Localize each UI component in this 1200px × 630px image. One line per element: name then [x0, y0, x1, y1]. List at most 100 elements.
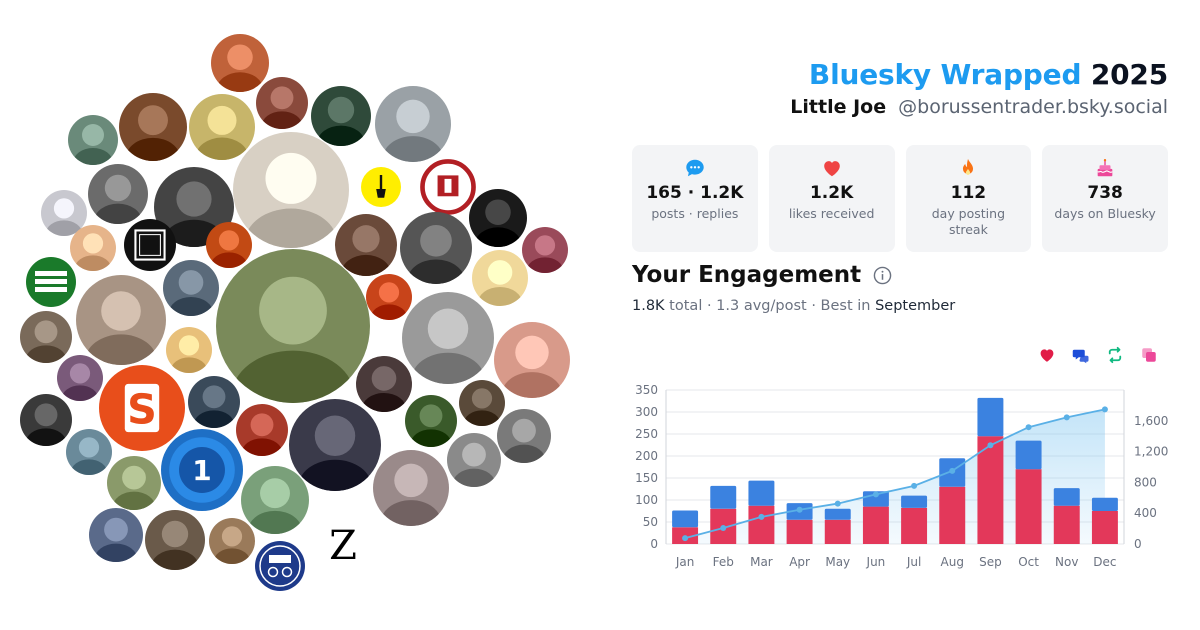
avatar-politician[interactable]: [289, 399, 381, 491]
avatar-suit-tie[interactable]: [469, 189, 527, 247]
avatar-man-curly[interactable]: [459, 380, 505, 426]
avatar-pinup[interactable]: [119, 93, 187, 161]
y-tick-label: 350: [635, 383, 658, 397]
avatar-bun-hair[interactable]: [76, 275, 166, 365]
bar-segment: [824, 519, 851, 544]
y-tick-label: 200: [635, 449, 658, 463]
avatar-dog[interactable]: [209, 518, 255, 564]
avatar-red-hair-woman[interactable]: [211, 34, 269, 92]
bar-segment: [1015, 440, 1042, 470]
st-pauli-logo[interactable]: [419, 158, 477, 216]
x-tick-label: Feb: [713, 555, 734, 569]
svg-text:S: S: [127, 385, 157, 433]
engagement-summary-text: total · 1.3 avg/post · Best in: [664, 298, 876, 314]
avatar-man-glasses-2[interactable]: [497, 409, 551, 463]
x-tick-label: Aug: [941, 555, 964, 569]
avatar-santa-hat[interactable]: [236, 404, 288, 456]
bar-segment: [977, 436, 1004, 544]
cumulative-point: [720, 524, 727, 531]
bar-segment: [748, 505, 775, 544]
quote-icon[interactable]: [1140, 346, 1158, 364]
svg-text:Z: Z: [329, 523, 357, 569]
spiegel-s-logo[interactable]: S: [99, 365, 185, 451]
x-tick-label: Nov: [1055, 555, 1078, 569]
stat-value: 112: [950, 183, 987, 203]
avatar-explosion[interactable]: [206, 222, 252, 268]
amnesty-logo[interactable]: [361, 167, 401, 207]
avatar-christmas-girl[interactable]: [405, 395, 457, 447]
avatar-cartoon-man[interactable]: [70, 225, 116, 271]
avatar-gray-bw[interactable]: [447, 433, 501, 487]
stat-label: posts · replies: [651, 206, 739, 221]
avatar-woman-jacket[interactable]: [163, 260, 219, 316]
title-year: 2025: [1090, 58, 1168, 91]
avatar-woman-teal[interactable]: [522, 227, 568, 273]
avatar-man-suit-glasses[interactable]: [89, 508, 143, 562]
stat-value: 1.2K: [809, 183, 854, 203]
bar-segment: [748, 480, 775, 506]
y-tick-label: 150: [635, 471, 658, 485]
x-tick-label: Oct: [1018, 555, 1039, 569]
cumulative-point: [1063, 414, 1070, 421]
y2-tick-label: 800: [1134, 475, 1157, 489]
stat-value: 165 · 1.2K: [646, 183, 744, 203]
bar-segment: [786, 519, 813, 544]
zeit-z-logo[interactable]: Z: [318, 520, 368, 570]
avatar-older-man-glasses[interactable]: [375, 86, 451, 162]
stat-label: day posting streak: [931, 206, 1006, 237]
bar-segment: [1091, 511, 1118, 544]
avatar-man-office[interactable]: [188, 376, 240, 428]
avatar-man-mask[interactable]: [68, 115, 118, 165]
stat-card-days: 738 days on Bluesky: [1042, 145, 1168, 252]
avatar-man-beard[interactable]: [66, 429, 112, 475]
avatar-blonde-woman[interactable]: [166, 327, 212, 373]
reply-icon[interactable]: [1072, 346, 1090, 364]
avatar-woman-cardigan[interactable]: [311, 86, 371, 146]
info-icon[interactable]: [873, 266, 892, 285]
avatar-purple[interactable]: [57, 355, 103, 401]
avatar-man-bearded-glasses[interactable]: [145, 510, 205, 570]
avatar-unicorn-cartoon[interactable]: [189, 94, 255, 160]
repost-icon[interactable]: [1106, 346, 1124, 364]
flame-icon: [963, 158, 974, 175]
user-name: Little Joe: [790, 96, 887, 118]
y-tick-label: 250: [635, 427, 658, 441]
heart-icon[interactable]: [1038, 346, 1056, 364]
dazn-logo[interactable]: [124, 219, 176, 271]
avatar-lace-dark[interactable]: [356, 356, 412, 412]
y2-tick-label: 0: [1134, 537, 1142, 551]
bar-segment: [1053, 488, 1080, 506]
avatar-braid[interactable]: [88, 164, 148, 224]
avatar-sunset[interactable]: [20, 311, 72, 363]
avatar-lips-finger[interactable]: [494, 322, 570, 398]
x-tick-label: Jun: [866, 555, 886, 569]
engagement-summary: 1.8K total · 1.3 avg/post · Best in Sept…: [632, 298, 955, 314]
avatar-flower[interactable]: [366, 274, 412, 320]
avatar-book[interactable]: [335, 214, 397, 276]
avatar-pride-flag[interactable]: [20, 394, 72, 446]
stat-card-streak: 112 day posting streak: [905, 145, 1032, 252]
avatar-heart-sand[interactable]: [472, 250, 528, 306]
bar-segment: [1091, 497, 1118, 511]
avatar-man-checked[interactable]: [107, 456, 161, 510]
radkolumne-logo[interactable]: [255, 541, 305, 591]
engagement-chart: 0 50 100 150 200 250 300 350 0 400 800 1,200 1,600 Ja…: [635, 383, 1168, 569]
page-title: Bluesky Wrapped 2025: [809, 58, 1168, 91]
bar-segment: [901, 507, 928, 544]
tagesschau-logo[interactable]: 1: [161, 429, 243, 511]
stats-row: 165 · 1.2K posts · replies 1.2K likes re…: [632, 145, 1168, 252]
avatar-pattern-bw[interactable]: [400, 212, 472, 284]
avatar-woman-short-hair[interactable]: [241, 466, 309, 534]
avatar-choker[interactable]: [256, 77, 308, 129]
y-tick-label: 50: [643, 515, 658, 529]
avatar-lace-portrait[interactable]: [233, 132, 349, 248]
bar-segment: [901, 495, 928, 508]
bar-segment: [1053, 505, 1080, 544]
x-tick-label: Dec: [1093, 555, 1116, 569]
amadeu-antonio-logo[interactable]: [26, 257, 76, 307]
stat-label: days on Bluesky: [1054, 206, 1156, 221]
x-tick-label: Jul: [906, 555, 921, 569]
avatar-stocking[interactable]: [373, 450, 449, 526]
avatar-main-selfie[interactable]: [216, 249, 370, 403]
avatar-hands-bw[interactable]: [402, 292, 494, 384]
